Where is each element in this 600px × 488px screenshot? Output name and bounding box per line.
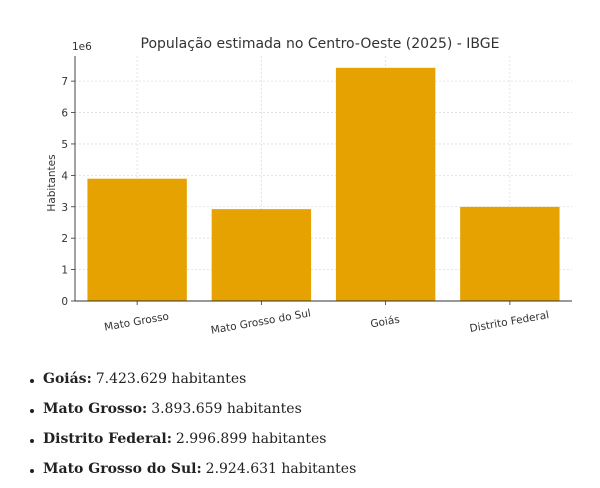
chart-svg: População estimada no Centro-Oeste (2025… <box>46 36 572 337</box>
bullet-icon <box>30 378 34 383</box>
population-bar-chart: População estimada no Centro-Oeste (2025… <box>0 18 600 353</box>
summary-value: 3.893.659 habitantes <box>151 401 302 417</box>
bars <box>87 67 560 301</box>
bullet-icon <box>30 438 34 443</box>
x-tick-label: Goiás <box>370 314 401 331</box>
y-tick-label: 2 <box>61 233 68 245</box>
y-tick-label: 3 <box>61 202 68 214</box>
y-tick-label: 4 <box>61 170 68 182</box>
summary-value: 2.996.899 habitantes <box>175 431 327 447</box>
summary-value: 7.423.629 habitantes <box>95 371 247 387</box>
summary-item-distrito-federal: Distrito Federal: 2.996.899 habitantes <box>30 424 356 454</box>
y-axis-label: Habitantes <box>46 154 58 211</box>
bullet-icon <box>30 408 34 413</box>
axes <box>74 56 572 302</box>
x-tick-label: Mato Grosso do Sul <box>210 307 312 336</box>
y-tick-label: 7 <box>61 76 68 88</box>
summary-name: Mato Grosso do Sul: <box>43 461 202 477</box>
bar-goi-s <box>335 67 436 301</box>
summary-name: Goiás: <box>43 371 92 387</box>
bar-mato-grosso-do-sul <box>211 209 312 301</box>
y-axis-offset-label: 1e6 <box>72 41 92 53</box>
x-tick-label: Distrito Federal <box>469 309 550 335</box>
summary-name: Distrito Federal: <box>43 431 172 447</box>
y-ticks: 0 1 2 3 4 5 6 7 <box>61 76 75 308</box>
summary-item-mato-grosso-do-sul: Mato Grosso do Sul: 2.924.631 habitantes <box>30 454 356 484</box>
y-tick-label: 1 <box>61 265 68 277</box>
y-tick-label: 0 <box>61 296 68 308</box>
chart-title: População estimada no Centro-Oeste (2025… <box>141 36 500 52</box>
population-summary-list: Goiás: 7.423.629 habitantes Mato Grosso:… <box>30 364 356 484</box>
summary-item-mato-grosso: Mato Grosso: 3.893.659 habitantes <box>30 394 356 424</box>
bar-mato-grosso <box>87 178 187 301</box>
x-tick-label: Mato Grosso <box>103 310 169 333</box>
bullet-icon <box>30 468 34 473</box>
bar-distrito-federal <box>460 206 560 301</box>
summary-value: 2.924.631 habitantes <box>205 461 357 477</box>
x-ticks: Mato Grosso Mato Grosso do Sul Goiás Distri… <box>103 301 550 337</box>
y-tick-label: 6 <box>61 108 68 120</box>
summary-item-goias: Goiás: 7.423.629 habitantes <box>30 364 356 394</box>
summary-name: Mato Grosso: <box>43 401 148 417</box>
y-tick-label: 5 <box>61 139 68 151</box>
